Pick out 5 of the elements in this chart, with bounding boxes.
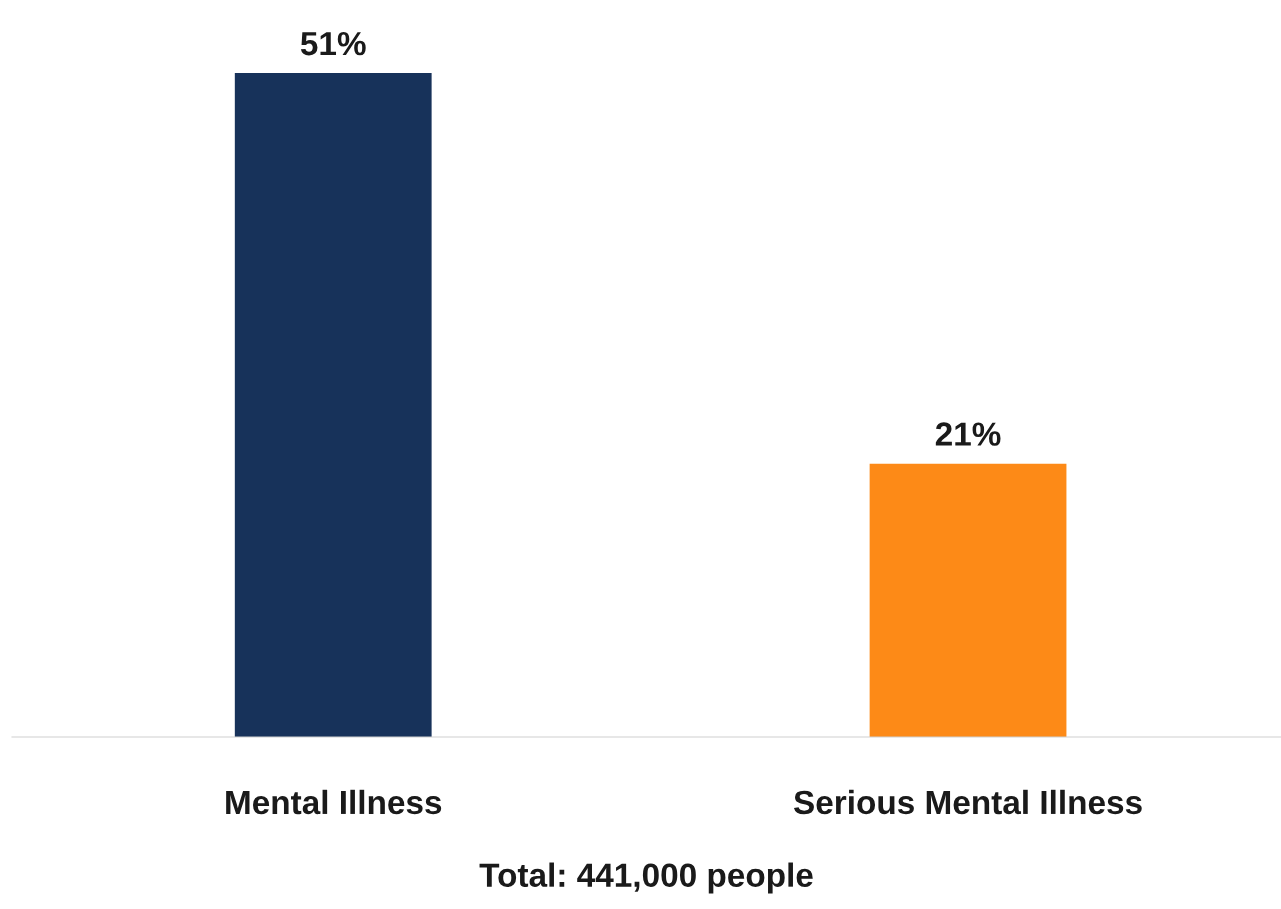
data-label: 21%	[935, 422, 1001, 446]
data-label: 51%	[300, 31, 366, 56]
x-axis-title: Total: 441,000 people	[479, 862, 813, 894]
x-tick-label: Serious Mental Illness	[793, 789, 1142, 815]
x-tick-label: Mental Illness	[226, 789, 442, 815]
